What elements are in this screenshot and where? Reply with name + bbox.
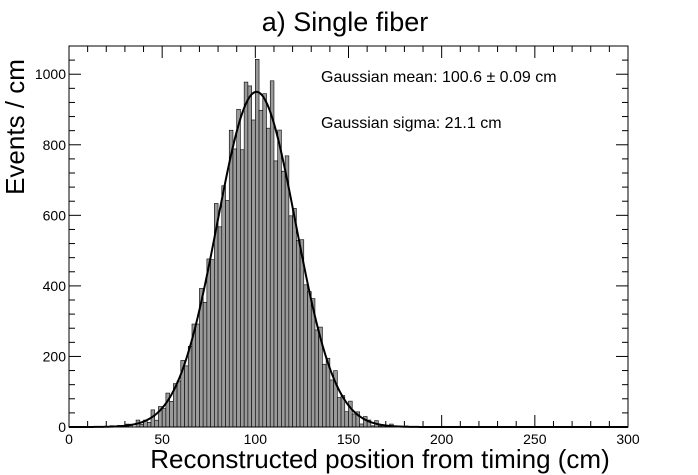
histogram-bin	[184, 365, 189, 428]
y-tick-label: 1000	[35, 66, 66, 82]
histogram-bin	[154, 419, 159, 428]
histogram	[102, 59, 409, 428]
histogram-bin	[228, 129, 234, 428]
histogram-bin	[344, 411, 349, 428]
histogram-bin	[307, 291, 312, 428]
histogram-bin	[206, 258, 211, 428]
x-tick-label: 0	[65, 431, 73, 447]
histogram-bin	[243, 81, 249, 428]
x-tick-label: 250	[523, 431, 547, 447]
histogram-bin	[322, 363, 327, 428]
histogram-bin	[258, 109, 264, 428]
histogram-bin	[296, 240, 301, 428]
histogram-bin	[240, 149, 245, 428]
histogram-bin	[232, 148, 237, 428]
x-axis-label: Reconstructed position from timing (cm)	[150, 444, 609, 474]
histogram-bin	[187, 345, 193, 428]
histogram-bin	[269, 80, 275, 428]
histogram-bin	[210, 259, 215, 428]
axis-ticks: 0 50 100 150 200 250 300 0 200 400 600 800 1000	[35, 45, 640, 447]
x-tick-label: 50	[154, 431, 170, 447]
histogram-bin	[303, 284, 308, 428]
histogram-bin	[284, 155, 290, 428]
y-axis-label: Events / cm	[0, 59, 30, 195]
histogram-bin	[277, 129, 282, 428]
histogram-bin	[225, 200, 230, 428]
histogram-bin	[195, 323, 200, 428]
y-tick-label: 600	[43, 207, 67, 223]
histogram-bin	[281, 170, 286, 428]
y-tick-label: 400	[43, 278, 67, 294]
plot-frame	[68, 45, 629, 428]
histogram-bin	[176, 380, 182, 428]
chart-title: a) Single fiber	[262, 7, 429, 37]
histogram-bin	[161, 408, 167, 428]
histogram-bin	[146, 422, 152, 428]
histogram-bin	[169, 401, 174, 428]
histogram-bin	[221, 185, 226, 428]
histogram-bin	[314, 329, 319, 428]
x-tick-label: 100	[244, 431, 268, 447]
x-tick-label: 200	[430, 431, 454, 447]
histogram-bin	[247, 85, 252, 428]
histogram-bin	[262, 93, 267, 428]
histogram-bin	[351, 413, 357, 428]
annotation-sigma: Gaussian sigma: 21.1 cm	[321, 115, 502, 132]
y-tick-label: 0	[58, 419, 66, 435]
y-tick-label: 200	[43, 348, 67, 364]
fit-curve-group	[69, 90, 628, 428]
histogram-bin	[337, 397, 342, 428]
histogram-bin	[255, 59, 260, 428]
histogram-bin	[236, 109, 241, 428]
annotation-mean: Gaussian mean: 100.6 ± 0.09 cm	[321, 69, 557, 86]
y-tick-label: 800	[43, 137, 67, 153]
x-tick-label: 300	[616, 431, 640, 447]
histogram-bin	[288, 215, 293, 428]
histogram-bin	[299, 239, 305, 428]
histogram-bin	[266, 127, 271, 428]
histogram-bin	[273, 160, 278, 428]
histogram-bin	[251, 119, 256, 428]
histogram-bin	[292, 208, 297, 428]
fit-curve	[69, 90, 628, 428]
x-tick-label: 150	[337, 431, 361, 447]
histogram-bin	[329, 379, 334, 428]
histogram-bin	[217, 226, 223, 428]
histogram-bin	[202, 301, 208, 428]
